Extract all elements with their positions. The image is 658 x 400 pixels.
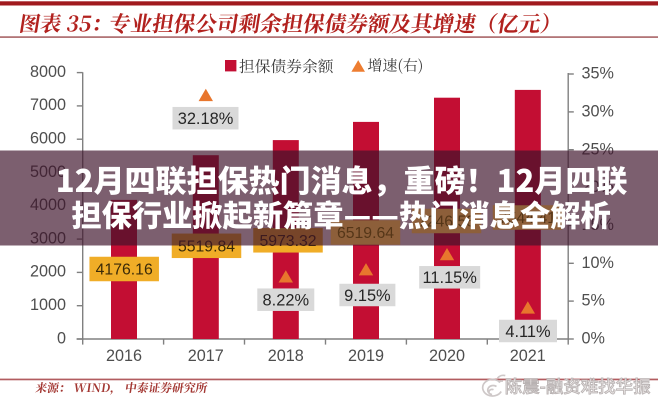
svg-text:35%: 35% <box>582 65 614 83</box>
svg-text:9.15%: 9.15% <box>344 287 390 305</box>
svg-text:4.11%: 4.11% <box>505 323 550 341</box>
svg-text:2000: 2000 <box>30 263 66 281</box>
svg-text:6000: 6000 <box>30 130 66 148</box>
svg-text:0: 0 <box>57 329 66 347</box>
svg-text:8.22%: 8.22% <box>263 292 309 310</box>
svg-text:32.18%: 32.18% <box>178 110 234 128</box>
svg-text:8000: 8000 <box>30 63 66 81</box>
svg-text:2019: 2019 <box>348 347 384 365</box>
svg-text:6519.64: 6519.64 <box>337 225 394 242</box>
svg-text:2020: 2020 <box>429 347 465 365</box>
svg-text:7000: 7000 <box>30 96 66 114</box>
svg-text:0%: 0% <box>582 330 605 348</box>
svg-text:2021: 2021 <box>510 347 546 365</box>
svg-text:1000: 1000 <box>30 296 66 314</box>
svg-text:11.15%: 11.15% <box>423 269 477 287</box>
svg-text:2018: 2018 <box>268 347 304 365</box>
svg-text:2017: 2017 <box>188 347 224 365</box>
svg-text:2016: 2016 <box>106 347 142 365</box>
svg-text:30%: 30% <box>582 103 614 121</box>
svg-text:5%: 5% <box>582 292 605 310</box>
svg-text:10%: 10% <box>582 254 614 272</box>
svg-text:4176.16: 4176.16 <box>96 262 153 279</box>
